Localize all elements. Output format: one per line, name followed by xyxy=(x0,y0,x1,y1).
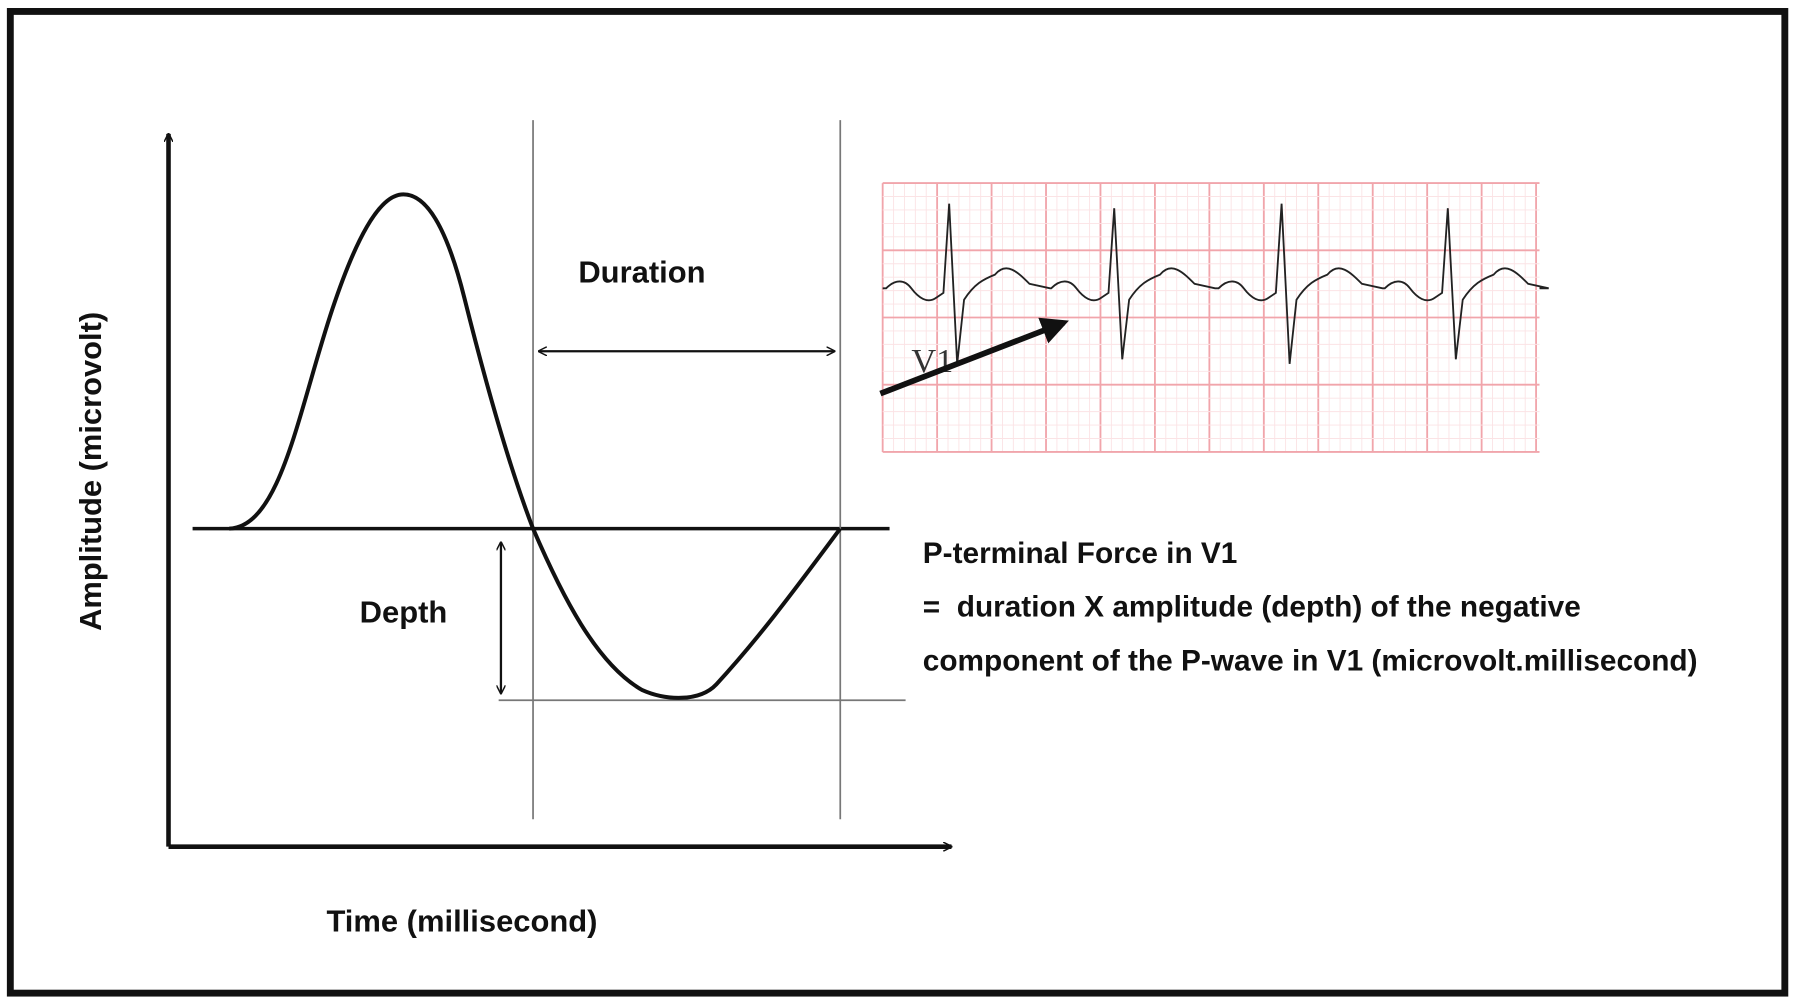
ecg-strip xyxy=(883,183,1549,452)
definition-line: P-terminal Force in V1 xyxy=(923,537,1238,570)
definition-line: = duration X amplitude (depth) of the ne… xyxy=(923,591,1581,624)
y-axis-label: Amplitude (microvolt) xyxy=(73,312,108,631)
duration-label: Duration xyxy=(578,255,705,290)
page: {"axis_labels": {"y": "Amplitude (microv… xyxy=(0,0,1794,1000)
x-axis-label: Time (millisecond) xyxy=(326,903,597,938)
diagram: Duration Depth Time (millisecond) Amplit… xyxy=(0,0,1794,1000)
p-wave xyxy=(229,194,840,697)
definition-line: component of the P-wave in V1 (microvolt… xyxy=(923,645,1698,678)
depth-label: Depth xyxy=(360,594,448,629)
